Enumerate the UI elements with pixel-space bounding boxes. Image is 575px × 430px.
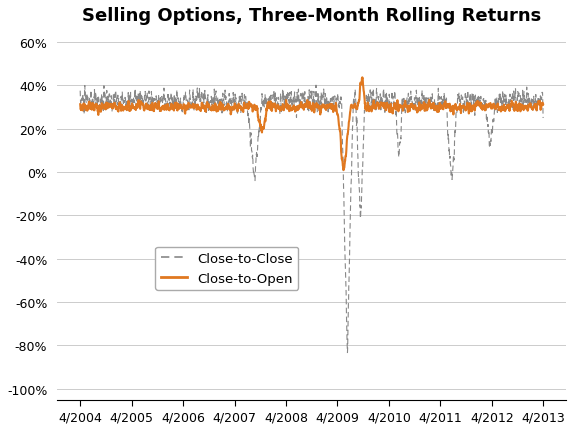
Legend: Close-to-Close, Close-to-Open: Close-to-Close, Close-to-Open (155, 247, 298, 290)
Title: Selling Options, Three-Month Rolling Returns: Selling Options, Three-Month Rolling Ret… (82, 7, 541, 25)
